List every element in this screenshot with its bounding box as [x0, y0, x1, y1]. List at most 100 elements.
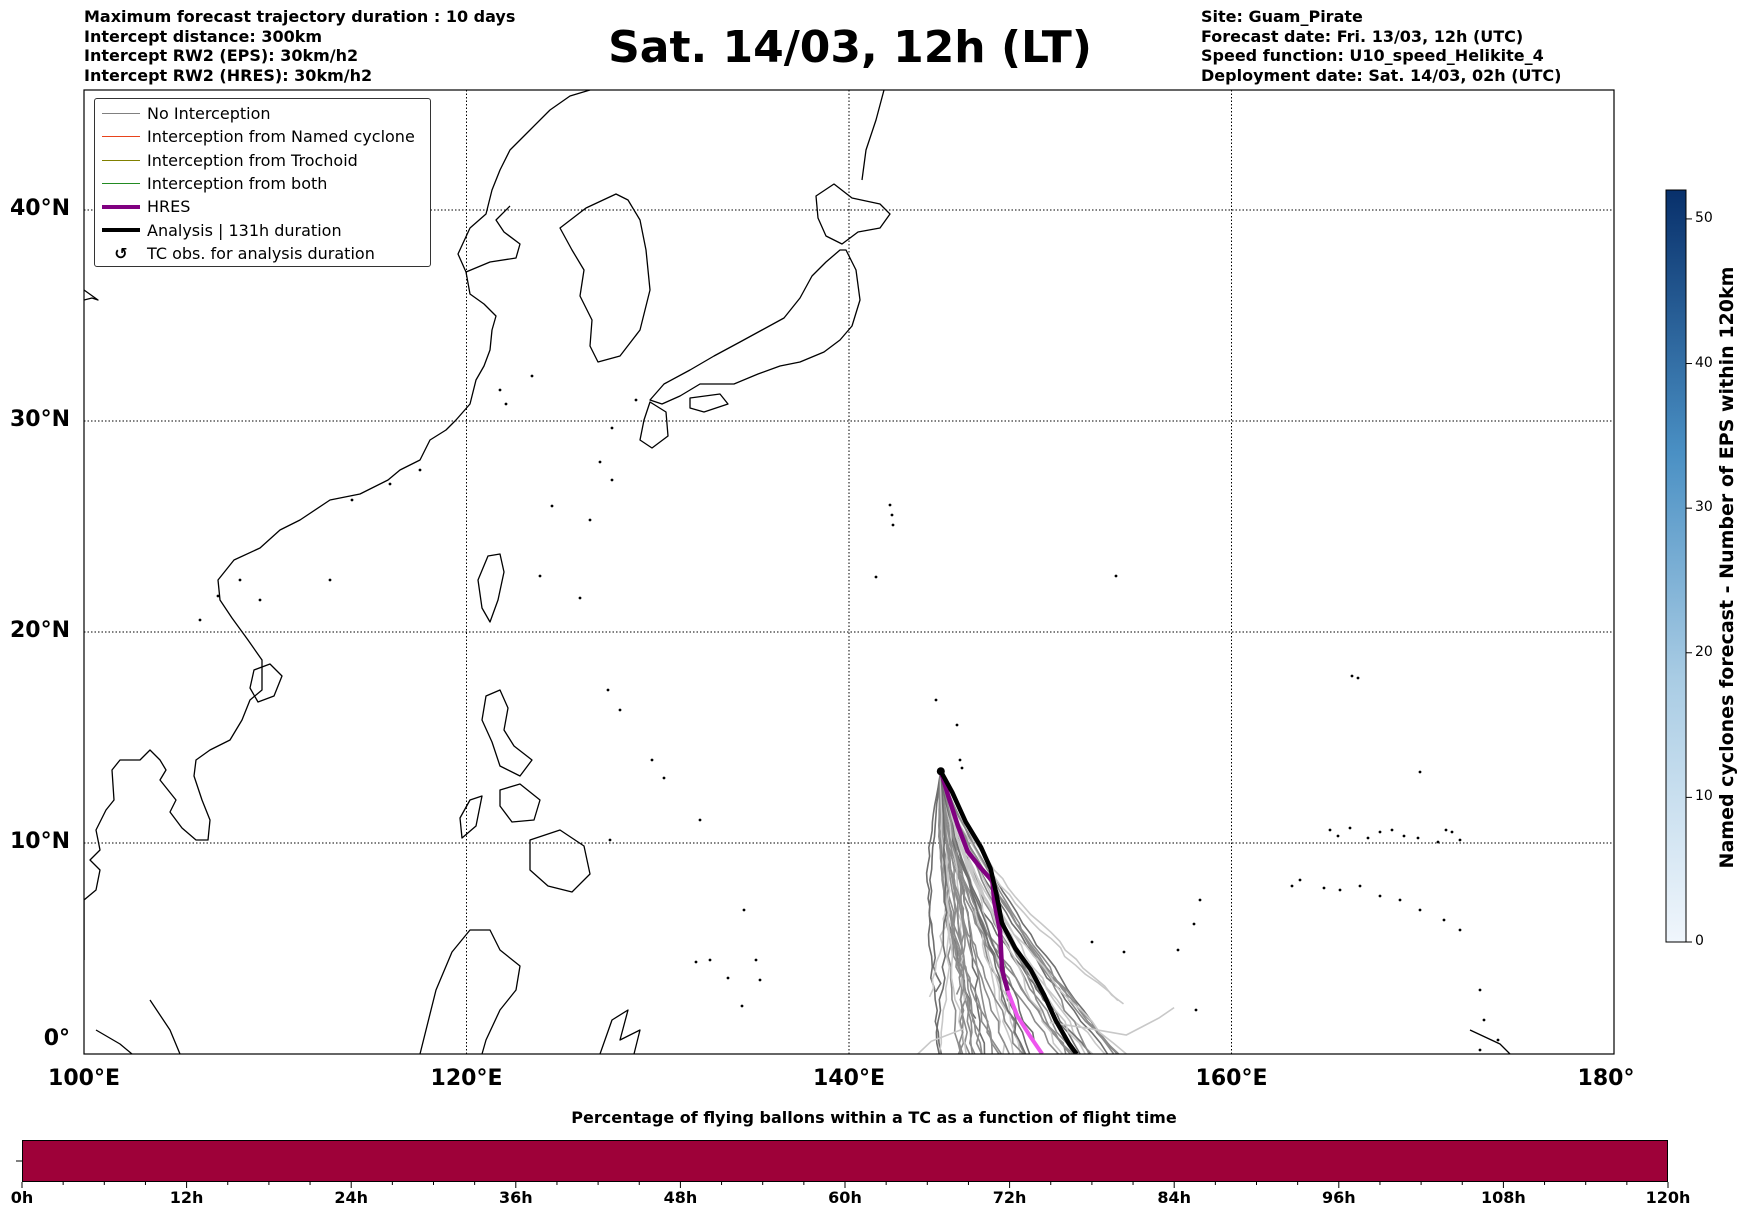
- percentage-bar-ticks: [16, 1160, 1669, 1188]
- percentage-bar-tick-label: 36h: [498, 1188, 533, 1207]
- lat-tick-label: 0°: [43, 1026, 70, 1051]
- colorbar-tick-label: 20: [1695, 643, 1713, 660]
- island-dot: [890, 513, 894, 517]
- percentage-bar-tick-label: 72h: [992, 1188, 1027, 1207]
- island-dot: [216, 594, 220, 598]
- cyclone-marker-icon: ↺: [114, 243, 128, 263]
- colorbar-title: Named cyclones forecast - Number of EPS …: [1716, 266, 1738, 869]
- max-duration-text: Maximum forecast trajectory duration : 1…: [84, 7, 516, 26]
- coastline-visayas: [459, 783, 541, 839]
- legend-label: No Interception: [147, 104, 271, 124]
- percentage-bar-tick-label: 84h: [1157, 1188, 1192, 1207]
- page-title: Sat. 14/03, 12h (LT): [608, 22, 1092, 73]
- eps-track: [1049, 1006, 1175, 1036]
- colorbar-tick-label: 10: [1695, 788, 1713, 805]
- hres-track: [938, 770, 1010, 992]
- island-dot: [1402, 834, 1406, 838]
- island-dot: [1090, 940, 1094, 944]
- island-dot: [1356, 676, 1360, 680]
- island-dot: [618, 708, 622, 712]
- island-dot: [1458, 928, 1462, 932]
- island-dot: [1328, 828, 1332, 832]
- colorbar-ticks: [1686, 218, 1692, 943]
- hres-track-tail: [1005, 989, 1044, 1054]
- island-dot: [1358, 884, 1362, 888]
- island-dot: [758, 978, 762, 982]
- island-dot: [1496, 1038, 1500, 1042]
- island-dot: [1390, 828, 1394, 832]
- island-dot: [1458, 838, 1462, 842]
- island-dot: [1336, 834, 1340, 838]
- island-dot: [1416, 836, 1420, 840]
- island-dot: [1298, 878, 1302, 882]
- island-dot: [1114, 574, 1118, 578]
- coastline-hokkaido: [815, 183, 891, 245]
- legend-label: Analysis | 131h duration: [147, 220, 342, 240]
- legend-label: Interception from Named cyclone: [147, 127, 415, 147]
- island-dot: [934, 698, 938, 702]
- coastline-sakhalin: [861, 90, 885, 181]
- island-dot: [650, 758, 654, 762]
- percentage-bar-tick-label: 120h: [1645, 1188, 1691, 1207]
- eps-track: [925, 771, 942, 993]
- island-dot: [1350, 674, 1354, 678]
- legend-item: Interception from both: [95, 172, 430, 195]
- lon-tick-label: 100°E: [48, 1066, 120, 1091]
- legend-line-icon: [95, 197, 147, 217]
- legend-label: HRES: [147, 197, 191, 217]
- island-dot: [1290, 884, 1294, 888]
- intercept-hres-text: Intercept RW2 (HRES): 30km/h2: [84, 65, 373, 85]
- legend-item: No Interception: [95, 102, 430, 125]
- lon-tick-label: 140°E: [813, 1066, 885, 1091]
- island-dot: [258, 598, 262, 602]
- map-grid: [84, 90, 1614, 1054]
- island-dot: [1338, 888, 1342, 892]
- coastline-bohai: [465, 205, 521, 273]
- island-dot: [955, 723, 959, 727]
- island-dot: [708, 958, 712, 962]
- legend-item: HRES: [95, 195, 430, 218]
- island-dot: [662, 776, 666, 780]
- island-dot: [538, 574, 542, 578]
- island-dot: [498, 388, 502, 392]
- legend-item: Interception from Trochoid: [95, 149, 430, 172]
- island-dot: [1378, 894, 1382, 898]
- coastline-korea: [559, 193, 651, 363]
- island-dot: [1398, 898, 1402, 902]
- eps-trajectories: [917, 771, 1175, 1054]
- coastline-asia: [84, 90, 591, 960]
- island-dot: [726, 976, 730, 980]
- site-text: Site: Guam_Pirate: [1201, 7, 1363, 26]
- coastline-hainan: [249, 663, 283, 703]
- eps-track: [940, 771, 965, 995]
- lat-tick-label: 30°N: [10, 407, 71, 432]
- legend-item: Interception from Named cyclone: [95, 125, 430, 148]
- intercept-distance-text: Intercept distance: 300km: [84, 26, 323, 46]
- lat-tick-label: 40°N: [10, 196, 71, 221]
- deployment-date-text: Deployment date: Sat. 14/03, 02h (UTC): [1201, 65, 1562, 85]
- lon-tick-label: 180°: [1577, 1066, 1635, 1091]
- island-dot: [1418, 908, 1422, 912]
- island-dot: [418, 468, 422, 472]
- island-dot: [740, 1004, 744, 1008]
- intercept-eps-text: Intercept RW2 (EPS): 30km/h2: [84, 46, 359, 65]
- island-dot: [1366, 836, 1370, 840]
- legend-item: ↺ TC obs. for analysis duration: [95, 242, 430, 265]
- coastline-honshu: [649, 249, 861, 405]
- island-dot: [1176, 948, 1180, 952]
- island-dot: [1482, 1018, 1486, 1022]
- legend-line-icon: [95, 150, 147, 170]
- eps-track: [939, 771, 967, 1054]
- island-dot: [550, 504, 554, 508]
- coastline-borneo: [419, 929, 521, 1054]
- island-dot: [742, 908, 746, 912]
- island-dot: [588, 518, 592, 522]
- percentage-bar-tick-label: 0h: [10, 1188, 34, 1207]
- colorbar-tick-label: 40: [1695, 354, 1713, 371]
- island-dot: [504, 402, 508, 406]
- island-dot: [1478, 1048, 1482, 1052]
- eps-track: [940, 771, 965, 1054]
- coastlines: [84, 90, 1511, 1054]
- island-dot: [1436, 840, 1440, 844]
- eps-track: [935, 771, 948, 1054]
